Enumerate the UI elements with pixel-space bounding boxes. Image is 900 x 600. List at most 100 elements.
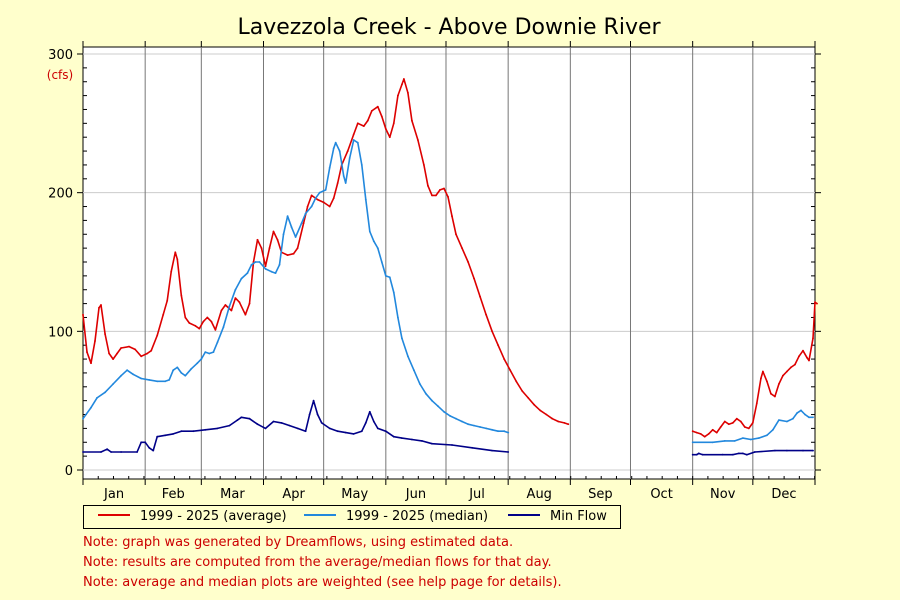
data-point-average [234,297,237,299]
data-point-median [388,276,391,279]
series [82,78,818,456]
data-point-median [96,397,98,399]
data-point-average [170,270,173,273]
data-point-min-flow [401,437,403,439]
data-point-average [184,316,187,319]
data-point-median [200,358,203,360]
data-point-average [328,205,331,208]
data-point-average [224,304,227,306]
data-point-median [176,366,179,369]
data-point-median [461,420,463,423]
data-point-average [782,374,784,377]
data-point-average [180,294,183,297]
axes: 0 100 200 300 Jan Feb Mar Apr May Jun Jul Aug Sep Oct… [48,41,821,502]
data-point-min-flow [774,449,776,452]
data-point-min-flow [507,451,510,453]
data-point-min-flow [431,442,433,445]
data-point-average [198,327,201,330]
legend: 1999 - 2025 (average) 1999 - 2025 (media… [83,505,621,529]
data-point-min-flow [737,452,740,455]
data-point-average [94,340,96,342]
data-point-median [208,352,211,355]
legend-label-min-flow: Min Flow [550,509,607,524]
y-tick-label: 200 [48,187,73,202]
data-point-average [760,377,762,380]
data-point-min-flow [296,427,299,430]
data-point-average [703,435,706,438]
data-point-median [392,291,395,294]
data-point-median [449,415,451,417]
data-point-average [435,194,437,197]
data-point-min-flow [372,420,375,423]
data-point-min-flow [106,448,108,451]
data-point-min-flow [110,451,112,453]
data-point-average [790,366,792,369]
data-point-median [290,226,293,229]
notes: Note: graph was generated by Dreamflows,… [83,533,562,593]
data-point-average [417,139,419,141]
data-point-median [749,438,752,441]
data-point-median [246,272,249,274]
data-point-average [174,251,177,254]
data-point-median [376,247,379,250]
data-point-median [172,369,175,372]
data-point-average [392,122,395,125]
data-point-average [322,201,325,204]
data-point-average [356,122,359,125]
data-point-min-flow [288,424,291,427]
data-point-average [707,433,710,435]
data-point-average [443,187,445,190]
data-point-min-flow [364,422,367,424]
data-point-median [310,205,313,208]
data-point-median [82,417,84,420]
data-point-median [314,197,317,200]
data-point-median [282,233,285,236]
data-point-average [316,198,319,201]
data-point-average [715,431,718,434]
data-point-median [190,367,193,370]
note-line: Note: results are computed from the aver… [83,555,552,570]
data-point-min-flow [156,435,159,438]
data-point-median [711,441,714,444]
x-tick-label: May [341,487,368,502]
data-point-average [798,355,800,358]
data-point-median [485,427,487,430]
data-point-min-flow [741,452,744,455]
data-point-median [342,175,345,177]
data-point-min-flow [421,440,423,442]
data-point-median [397,316,399,319]
data-point-average [563,422,566,424]
data-point-median [324,189,327,191]
data-point-average [403,78,405,80]
data-point-average [691,430,694,433]
data-point-median [491,428,493,431]
data-point-median [467,423,469,426]
data-point-average [166,299,169,302]
data-point-min-flow [120,451,122,453]
data-point-median [222,326,225,329]
data-point-median [228,305,231,308]
data-point-median [204,351,207,353]
x-tick-label: Jul [468,487,485,502]
data-point-median [380,261,383,263]
data-point-median [270,270,273,273]
data-point-average [699,433,702,435]
data-point-median [766,434,768,437]
data-point-average [397,94,399,97]
data-point-average [806,356,808,359]
data-point-min-flow [411,438,413,441]
data-point-average [774,395,776,398]
data-point-median [368,230,371,233]
data-point-median [328,166,331,169]
data-point-average [557,420,560,423]
data-point-average [188,322,191,324]
data-point-median [723,440,726,442]
data-point-average [220,309,223,312]
data-point-median [804,413,806,416]
data-point-average [545,413,548,416]
data-point-average [509,369,512,372]
data-point-min-flow [280,422,283,424]
data-point-median [812,416,814,419]
data-point-average [539,409,542,412]
data-point-min-flow [336,430,339,433]
